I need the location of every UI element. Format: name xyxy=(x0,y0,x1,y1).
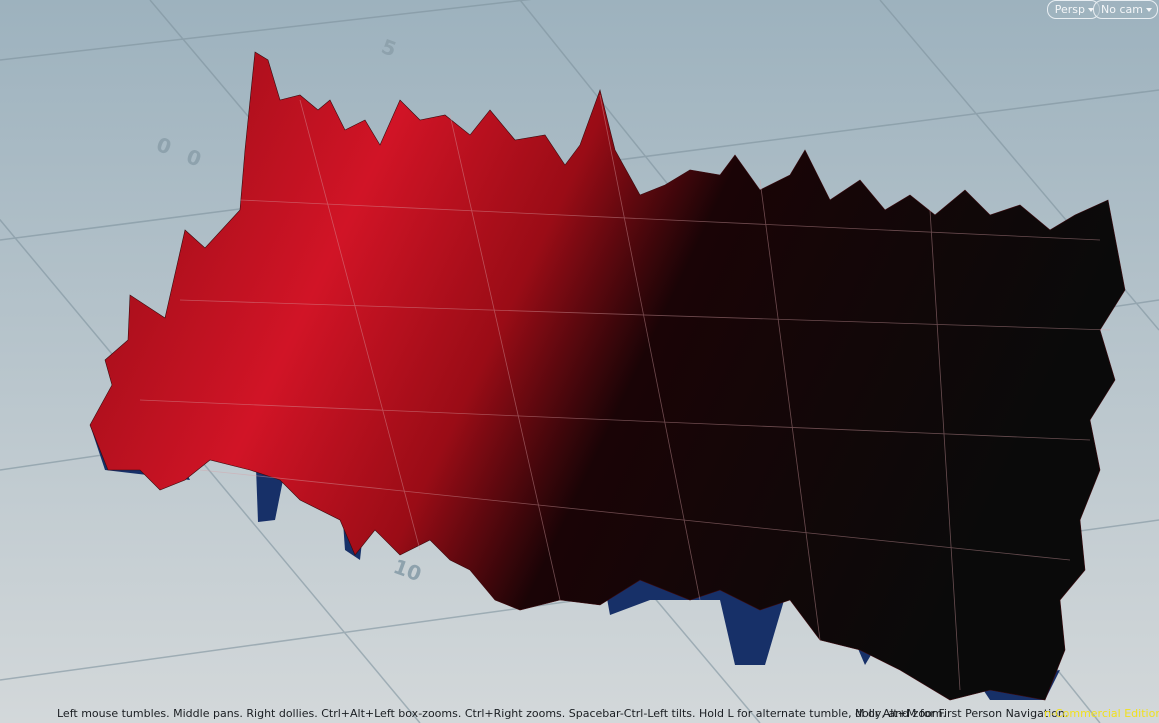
status-nav-hint: M or Alt+M for First Person Navigation. xyxy=(855,707,1069,720)
view-menu[interactable]: Persp xyxy=(1046,0,1100,19)
edition-label: n-Commercial Edition xyxy=(1044,707,1159,720)
status-hint: Left mouse tumbles. Middle pans. Right d… xyxy=(57,707,947,720)
terrain-surface xyxy=(89,51,1126,701)
terrain-wireframe xyxy=(139,94,1111,691)
camera-menu[interactable]: No cam xyxy=(1093,0,1158,19)
